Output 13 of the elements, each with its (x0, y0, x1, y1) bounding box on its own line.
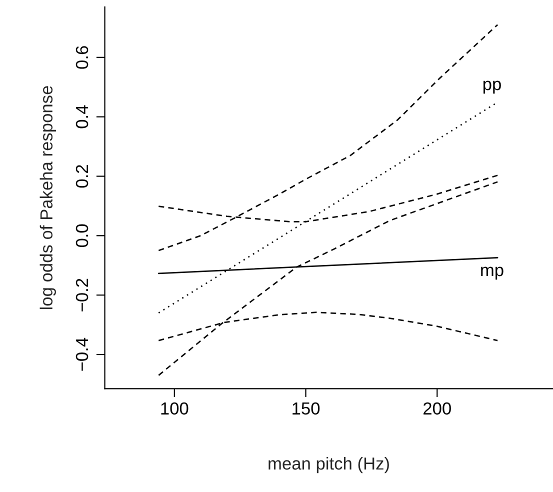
y-tick-label: 0.0 (76, 224, 88, 248)
series-label: mp (481, 266, 504, 280)
y-tick-label: 0.2 (76, 165, 88, 188)
x-axis-title: mean pitch (Hz) (268, 456, 389, 474)
series-label: pp (483, 80, 501, 94)
y-tick-label: −0.4 (76, 338, 88, 371)
y-tick-label: −0.2 (76, 278, 88, 312)
x-tick-label: 150 (292, 402, 320, 415)
y-tick-label: 0.6 (76, 46, 88, 69)
y-tick-label: 0.4 (76, 105, 88, 128)
x-tick-label: 200 (424, 402, 451, 415)
x-tick-label: 100 (161, 402, 188, 415)
y-axis-title: log odds of Pakeha response (40, 86, 56, 310)
